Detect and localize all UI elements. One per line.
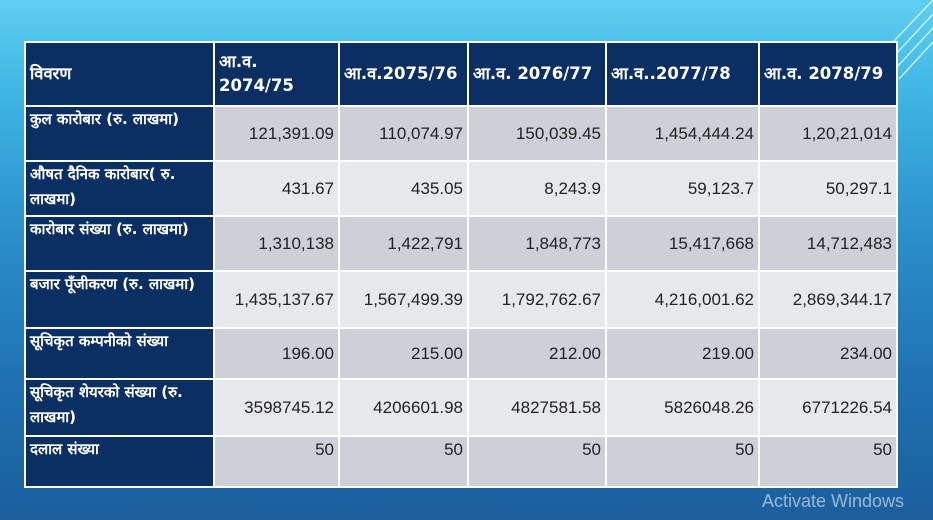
cell-value: 234.00 bbox=[758, 327, 898, 380]
cell-value: 8,243.9 bbox=[467, 160, 607, 217]
cell-value: 50 bbox=[467, 435, 607, 488]
cell-value: 150,039.45 bbox=[467, 105, 607, 162]
cell-value: 50 bbox=[338, 435, 469, 488]
cell-value: 50 bbox=[758, 435, 898, 488]
cell-value: 15,417,668 bbox=[605, 215, 760, 272]
table-row: कारोबार संख्या (रु. लाखमा) 1,310,138 1,4… bbox=[24, 215, 898, 272]
cell-value: 1,792,762.67 bbox=[467, 270, 607, 329]
cell-value: 4827581.58 bbox=[467, 378, 607, 437]
cell-value: 110,074.97 bbox=[338, 105, 469, 162]
cell-value: 6771226.54 bbox=[758, 378, 898, 437]
header-fy-2078-79: आ.व. 2078/79 bbox=[758, 41, 898, 107]
table-row: कुल कारोबार (रु. लाखमा) 121,391.09 110,0… bbox=[24, 105, 898, 162]
header-fy-2075-76: आ.व.2075/76 bbox=[338, 41, 469, 107]
cell-value: 212.00 bbox=[467, 327, 607, 380]
table-row: दलाल संख्या 50 50 50 50 50 bbox=[24, 435, 898, 488]
cell-value: 215.00 bbox=[338, 327, 469, 380]
cell-value: 196.00 bbox=[213, 327, 340, 380]
cell-value: 1,435,137.67 bbox=[213, 270, 340, 329]
row-label: सूचिकृत शेयरको संख्या (रु. लाखमा) bbox=[24, 378, 215, 437]
header-fy-2074-75: आ.व. 2074/75 bbox=[213, 41, 340, 107]
cell-value: 1,848,773 bbox=[467, 215, 607, 272]
table-row: बजार पूँजीकरण (रु. लाखमा) 1,435,137.67 1… bbox=[24, 270, 898, 329]
cell-value: 3598745.12 bbox=[213, 378, 340, 437]
cell-value: 50,297.1 bbox=[758, 160, 898, 217]
cell-value: 4,216,001.62 bbox=[605, 270, 760, 329]
table-row: औषत दैनिक कारोबार( रु. लाखमा) 431.67 435… bbox=[24, 160, 898, 217]
cell-value: 435.05 bbox=[338, 160, 469, 217]
header-fy-2076-77: आ.व. 2076/77 bbox=[467, 41, 607, 107]
cell-value: 1,422,791 bbox=[338, 215, 469, 272]
row-label: दलाल संख्या bbox=[24, 435, 215, 488]
row-label: बजार पूँजीकरण (रु. लाखमा) bbox=[24, 270, 215, 329]
cell-value: 14,712,483 bbox=[758, 215, 898, 272]
cell-value: 121,391.09 bbox=[213, 105, 340, 162]
table-row: सूचिकृत शेयरको संख्या (रु. लाखमा) 359874… bbox=[24, 378, 898, 437]
row-label: सूचिकृत कम्पनीको संख्या bbox=[24, 327, 215, 380]
table-row: सूचिकृत कम्पनीको संख्या 196.00 215.00 21… bbox=[24, 327, 898, 380]
cell-value: 59,123.7 bbox=[605, 160, 760, 217]
cell-value: 1,310,138 bbox=[213, 215, 340, 272]
cell-value: 219.00 bbox=[605, 327, 760, 380]
cell-value: 50 bbox=[605, 435, 760, 488]
cell-value: 1,567,499.39 bbox=[338, 270, 469, 329]
cell-value: 1,20,21,014 bbox=[758, 105, 898, 162]
cell-value: 431.67 bbox=[213, 160, 340, 217]
header-fy-2077-78: आ.व..2077/78 bbox=[605, 41, 760, 107]
cell-value: 1,454,444.24 bbox=[605, 105, 760, 162]
cell-value: 4206601.98 bbox=[338, 378, 469, 437]
cell-value: 50 bbox=[213, 435, 340, 488]
market-statistics-table: विवरण आ.व. 2074/75 आ.व.2075/76 आ.व. 2076… bbox=[24, 41, 898, 488]
header-description: विवरण bbox=[24, 41, 215, 107]
table-header-row: विवरण आ.व. 2074/75 आ.व.2075/76 आ.व. 2076… bbox=[24, 41, 898, 107]
activate-windows-watermark: Activate Windows bbox=[762, 491, 905, 511]
cell-value: 2,869,344.17 bbox=[758, 270, 898, 329]
row-label: कुल कारोबार (रु. लाखमा) bbox=[24, 105, 215, 162]
row-label: औषत दैनिक कारोबार( रु. लाखमा) bbox=[24, 160, 215, 217]
cell-value: 5826048.26 bbox=[605, 378, 760, 437]
row-label: कारोबार संख्या (रु. लाखमा) bbox=[24, 215, 215, 272]
